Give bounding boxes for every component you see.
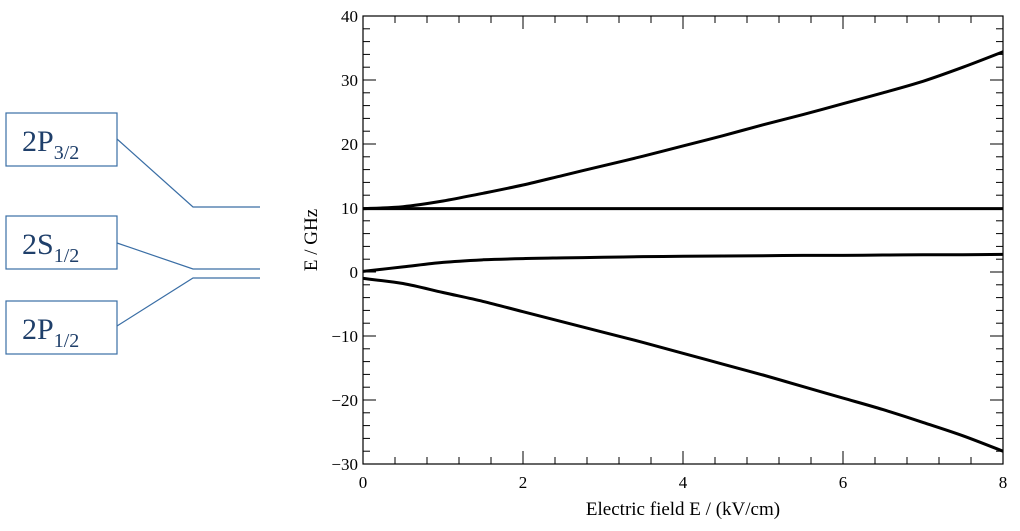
- y-tick-label: −10: [331, 327, 358, 346]
- y-tick-label: −20: [331, 391, 358, 410]
- state-subscript: 1/2: [54, 330, 80, 352]
- state-box-2p32: 2P3/2: [5, 112, 118, 167]
- state-subscript: 3/2: [54, 142, 80, 164]
- y-tick-label: 20: [341, 135, 358, 154]
- svg-text:2S1/2: 2S1/2: [22, 228, 79, 267]
- level-line-2s12: [116, 242, 260, 270]
- x-tick-label: 4: [679, 473, 688, 492]
- axis-ticks: [362, 15, 1004, 465]
- state-box-2s12: 2S1/2: [5, 215, 118, 270]
- chart: 0 2 4 6 8 −30 −20 −10 0 10 20 30 40 Electric field E…: [301, 7, 1007, 520]
- x-tick-label: 0: [359, 473, 368, 492]
- level-diagram: 2P3/2 2S1/2 2P1/2: [5, 112, 260, 355]
- x-tick-label: 2: [519, 473, 528, 492]
- state-label: 2P: [22, 125, 54, 158]
- x-tick-label: 6: [839, 473, 848, 492]
- y-axis-title: E / GHz: [301, 209, 322, 271]
- x-tick-label: 8: [999, 473, 1008, 492]
- plot-frame: [362, 15, 1004, 465]
- state-box-2p12: 2P1/2: [5, 300, 118, 355]
- state-label: 2S: [22, 228, 54, 261]
- y-tick-label: −30: [331, 455, 358, 474]
- series-lines: [362, 50, 1004, 453]
- svg-text:2P3/2: 2P3/2: [22, 125, 79, 164]
- x-axis-title: Electric field E / (kV/cm): [586, 499, 780, 520]
- y-tick-label: 10: [341, 199, 358, 218]
- state-subscript: 1/2: [54, 245, 80, 267]
- series-line-4: [362, 276, 1004, 453]
- level-line-2p32: [116, 138, 260, 208]
- state-label: 2P: [22, 313, 54, 346]
- y-tick-label: 40: [341, 7, 358, 26]
- y-tick-label: 30: [341, 71, 358, 90]
- series-line-3: [362, 252, 1004, 273]
- level-line-2p12: [116, 277, 260, 327]
- tick-labels: 0 2 4 6 8 −30 −20 −10 0 10 20 30 40: [331, 7, 1007, 492]
- y-tick-label: 0: [350, 263, 359, 282]
- svg-text:2P1/2: 2P1/2: [22, 313, 79, 352]
- series-line-1: [362, 50, 1004, 211]
